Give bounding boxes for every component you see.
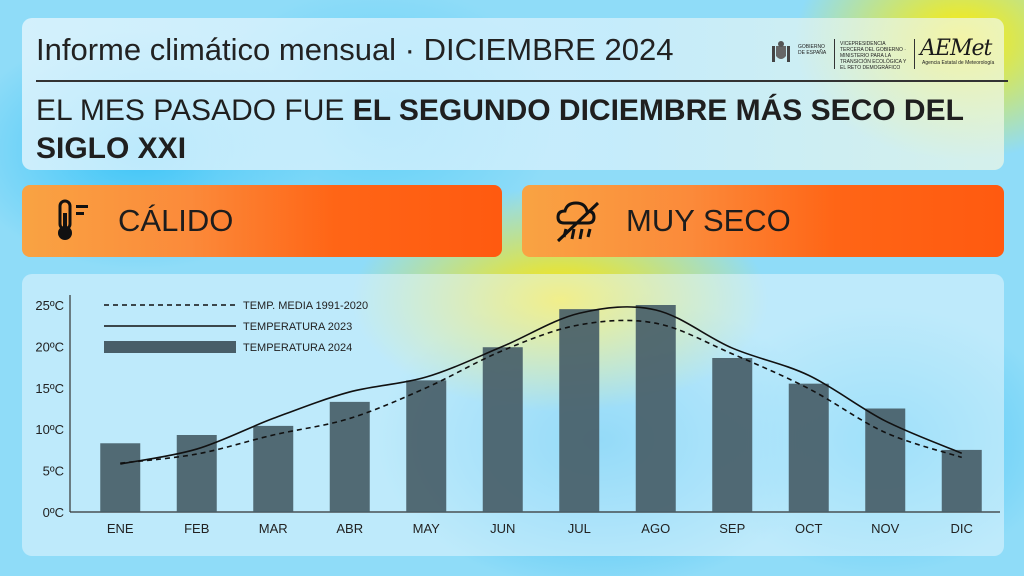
y-tick-label: 20ºC: [35, 339, 64, 354]
bar-oct: [788, 383, 829, 512]
y-tick-label: 15ºC: [35, 381, 64, 396]
header-divider: [36, 80, 1008, 82]
headline-plain: EL MES PASADO FUE: [36, 94, 353, 127]
x-tick-label: NOV: [871, 521, 900, 536]
x-tick-label: JUN: [490, 521, 515, 536]
x-tick-label: DIC: [951, 521, 973, 536]
government-text: GOBIERNO DE ESPAÑA: [798, 44, 827, 56]
x-tick-label: OCT: [795, 521, 823, 536]
page-title: Informe climático mensual · DICIEMBRE 20…: [36, 32, 674, 67]
y-tick-label: 5ºC: [43, 464, 64, 479]
x-tick-label: MAR: [259, 521, 288, 536]
series-line-2023: [120, 306, 963, 465]
x-tick-label: SEP: [719, 521, 745, 536]
header-panel: [22, 18, 1004, 170]
bar-may: [406, 380, 447, 512]
ministry-text: VICEPRESIDENCIA TERCERA DEL GOBIERNO · M…: [840, 41, 907, 71]
precipitation-badge: MUY SECO: [522, 185, 1004, 257]
bar-mar: [253, 425, 294, 512]
bar-abr: [329, 401, 370, 512]
series-line-media-1991-2020: [120, 319, 962, 464]
x-tick-label: ENE: [107, 521, 134, 536]
y-tick-label: 10ºC: [35, 422, 64, 437]
x-tick-label: AGO: [641, 521, 670, 536]
headline: EL MES PASADO FUE EL SEGUNDO DICIEMBRE M…: [36, 92, 976, 168]
x-tick-label: ABR: [336, 521, 363, 536]
bar-ene: [100, 443, 141, 512]
aemet-subtitle: Agencia Estatal de Meteorología: [922, 60, 995, 66]
y-tick-label: 25ºC: [35, 298, 64, 313]
bar-feb: [176, 434, 217, 512]
logo-separator: [914, 39, 915, 69]
logos: GOBIERNO DE ESPAÑA VICEPRESIDENCIA TERCE…: [770, 36, 994, 72]
bar-jul: [559, 309, 600, 512]
x-tick-label: MAY: [413, 521, 441, 536]
temperature-badge: CÁLIDO: [22, 185, 502, 257]
thermometer-icon: [58, 199, 88, 240]
legend-label: TEMP. MEDIA 1991-2020: [243, 300, 368, 312]
coat-of-arms-icon: [772, 41, 790, 62]
logo-separator: [834, 39, 835, 69]
legend-label: TEMPERATURA 2023: [243, 321, 352, 333]
precipitation-label: MUY SECO: [626, 203, 791, 238]
bar-sep: [712, 357, 753, 512]
y-tick-label: 0ºC: [43, 505, 64, 520]
bar-dic: [941, 449, 982, 512]
bar-nov: [865, 408, 906, 512]
aemet-logo: AEMet: [920, 36, 992, 61]
temperature-label: CÁLIDO: [118, 203, 234, 238]
bar-jun: [482, 347, 523, 512]
legend-swatch-bar: [104, 341, 236, 353]
x-tick-label: FEB: [184, 521, 209, 536]
bar-ago: [635, 305, 676, 512]
no-rain-cloud-icon: [556, 201, 600, 243]
legend-label: TEMPERATURA 2024: [243, 342, 352, 354]
headline-bold: EL SEGUNDO DICIEMBRE MÁS SECO DEL SIGLO …: [36, 94, 964, 165]
x-tick-label: JUL: [568, 521, 591, 536]
